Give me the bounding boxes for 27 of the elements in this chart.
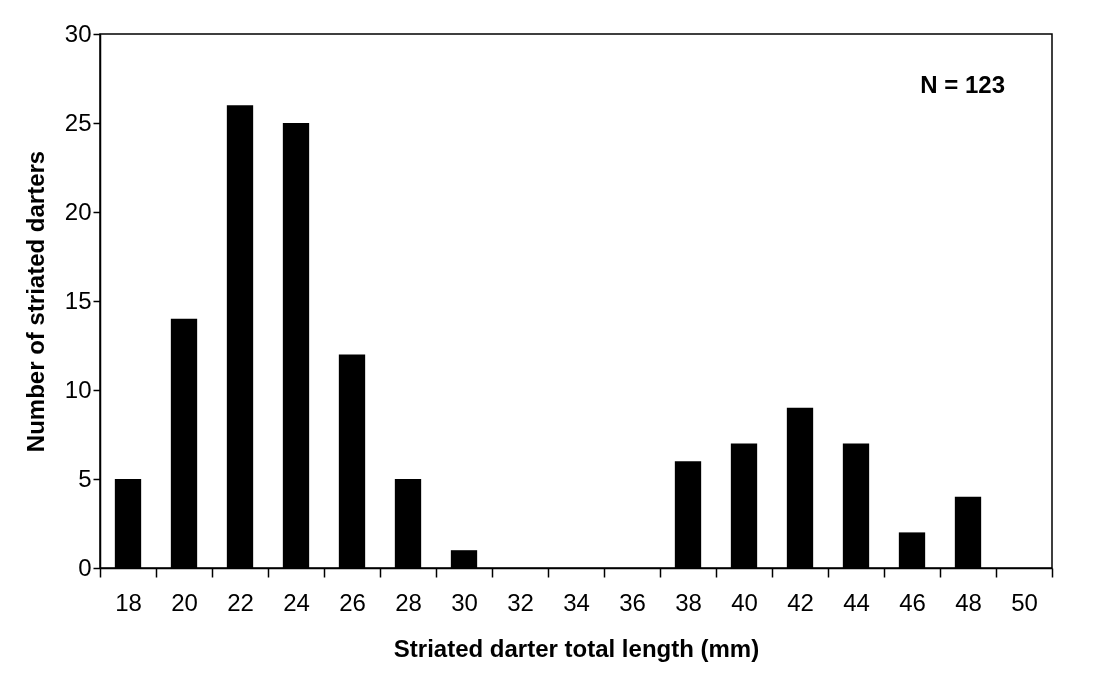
y-axis-title: Number of striated darters — [21, 150, 49, 453]
x-tick-label: 24 — [283, 588, 310, 616]
y-tick-label: 15 — [64, 286, 92, 314]
y-tick-label: 10 — [64, 375, 92, 403]
x-tick-label: 22 — [227, 588, 254, 616]
y-tick-label: 30 — [64, 19, 92, 47]
x-tick-label: 36 — [619, 588, 646, 616]
x-tick-label: 44 — [843, 588, 870, 616]
y-tick-label: 25 — [64, 108, 92, 136]
x-tick-label: 18 — [115, 588, 142, 616]
x-tick-label: 46 — [899, 588, 926, 616]
x-tick-label: 26 — [339, 588, 366, 616]
x-tick-label: 48 — [955, 588, 982, 616]
x-tick-label: 20 — [171, 588, 198, 616]
y-tick-label: 0 — [78, 553, 92, 581]
x-tick-label: 38 — [675, 588, 702, 616]
y-tick-label: 5 — [78, 464, 92, 492]
annotation: N = 123 — [920, 71, 1005, 98]
x-tick-label: 34 — [563, 588, 590, 616]
y-tick-label: 20 — [64, 197, 92, 225]
x-tick-label: 28 — [395, 588, 422, 616]
x-tick-label: 40 — [731, 588, 758, 616]
x-tick-label: 42 — [787, 588, 814, 616]
x-axis-title: Striated darter total length (mm) — [393, 634, 760, 662]
x-tick-label: 30 — [451, 588, 478, 616]
x-tick-label: 32 — [507, 588, 534, 616]
x-tick-label: 50 — [1011, 588, 1038, 616]
